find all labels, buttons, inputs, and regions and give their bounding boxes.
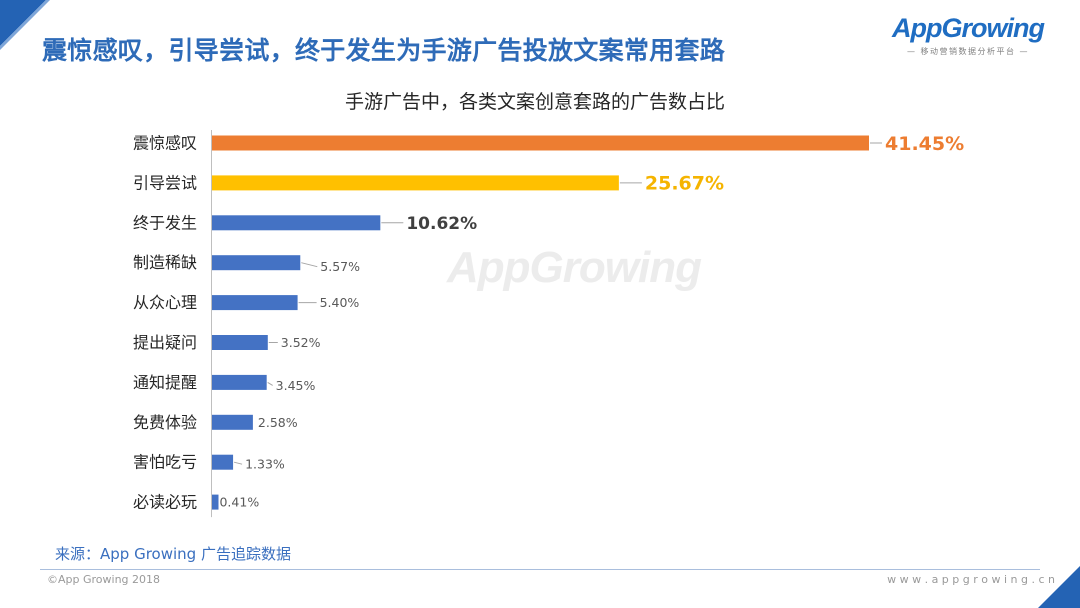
leader-line bbox=[233, 461, 243, 465]
category-label: 震惊感叹 bbox=[133, 134, 197, 153]
bar bbox=[212, 335, 268, 350]
data-label: 2.58% bbox=[258, 415, 298, 430]
category-label: 终于发生 bbox=[133, 213, 197, 232]
data-label: 3.45% bbox=[276, 378, 316, 393]
logo-tagline: — 移动营销数据分析平台 — bbox=[906, 47, 1030, 56]
bar bbox=[212, 454, 234, 470]
bar bbox=[212, 175, 619, 191]
category-label: 免费体验 bbox=[133, 413, 197, 432]
bar bbox=[212, 414, 253, 430]
source-note: 来源：App Growing 广告追踪数据 bbox=[55, 545, 291, 563]
chart-title: 手游广告中，各类文案创意套路的广告数占比 bbox=[344, 91, 725, 113]
leader-line bbox=[267, 381, 273, 386]
bar bbox=[212, 295, 298, 311]
footer-divider bbox=[40, 569, 1040, 570]
category-label: 制造稀缺 bbox=[133, 253, 197, 272]
data-label: 10.62% bbox=[406, 214, 477, 234]
category-label: 通知提醒 bbox=[133, 373, 197, 392]
corner-stripe-top-left bbox=[0, 0, 50, 50]
leader-line bbox=[301, 262, 318, 268]
category-label: 必读必玩 bbox=[133, 493, 197, 512]
bar bbox=[212, 494, 219, 510]
website-text: w w w . a p p g r o w i n g . c n bbox=[887, 573, 1055, 586]
data-label: 3.52% bbox=[281, 335, 321, 350]
data-label: 5.57% bbox=[320, 259, 360, 274]
brand-logo: AppGrowing — 移动营销数据分析平台 — bbox=[890, 12, 1046, 58]
bar bbox=[212, 135, 869, 151]
category-label: 提出疑问 bbox=[133, 333, 197, 352]
page-title: 震惊感叹，引导尝试，终于发生为手游广告投放文案常用套路 bbox=[42, 36, 726, 65]
bar bbox=[212, 374, 267, 390]
data-label: 0.41% bbox=[219, 495, 259, 510]
category-label: 从众心理 bbox=[133, 293, 197, 312]
corner-decoration-bottom-right bbox=[1038, 566, 1080, 608]
bar bbox=[212, 215, 381, 231]
category-label: 害怕吃亏 bbox=[133, 453, 197, 472]
data-label: 25.67% bbox=[645, 173, 724, 195]
data-label: 1.33% bbox=[245, 457, 285, 472]
copyright-text: ©App Growing 2018 bbox=[47, 573, 161, 586]
category-label: 引导尝试 bbox=[133, 173, 197, 192]
data-label: 41.45% bbox=[885, 133, 964, 155]
logo-wordmark: AppGrowing bbox=[892, 13, 1045, 43]
bar-chart: 震惊感叹 41.45% 引导尝试 25.67% 终于发生 10.62% 制造稀缺 5.57% 从… bbox=[133, 130, 964, 518]
bar bbox=[212, 255, 301, 271]
data-label: 5.40% bbox=[320, 295, 360, 310]
watermark-logo: AppGrowing bbox=[447, 243, 702, 292]
